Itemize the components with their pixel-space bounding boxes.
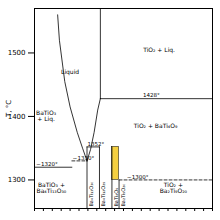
svg-text:Ba₄Ti₁₂O₂₉: Ba₄Ti₁₂O₂₉ bbox=[100, 182, 106, 207]
svg-text:TiO₂ + Liq.: TiO₂ + Liq. bbox=[142, 46, 175, 54]
svg-text:1352°: 1352° bbox=[88, 141, 105, 147]
svg-text:Ba₂Ti₉O₂₀: Ba₂Ti₉O₂₀ bbox=[120, 184, 126, 207]
svg-text:TiO₂ +Ba₂Ti₉O₂₀: TiO₂ +Ba₂Ti₉O₂₀ bbox=[160, 181, 188, 194]
svg-text:Liquid: Liquid bbox=[61, 68, 79, 76]
svg-text:BaTi₄O₉: BaTi₄O₉ bbox=[113, 188, 119, 207]
svg-text:~1300°: ~1300° bbox=[127, 174, 149, 180]
svg-text:BaTiO₃ +Ba₄Ti₁₃O₃₀: BaTiO₃ +Ba₄Ti₁₃O₃₀ bbox=[37, 181, 67, 194]
svg-text:1300: 1300 bbox=[8, 176, 26, 184]
svg-text:1500: 1500 bbox=[8, 49, 26, 57]
svg-text:T, °C: T, °C bbox=[5, 100, 13, 118]
svg-text:BaTiO₃+ Liq.: BaTiO₃+ Liq. bbox=[36, 109, 57, 123]
svg-text:~1330°: ~1330° bbox=[73, 155, 95, 161]
svg-text:1428°: 1428° bbox=[143, 92, 160, 98]
svg-text:1400: 1400 bbox=[7, 112, 26, 121]
svg-text:~1320°: ~1320° bbox=[36, 161, 58, 167]
svg-text:Ba₄Ti₁₃O₃₀: Ba₄Ti₁₃O₃₀ bbox=[88, 182, 94, 207]
svg-text:TiO₂ + BaTi₄O₉: TiO₂ + BaTi₄O₉ bbox=[133, 122, 178, 129]
